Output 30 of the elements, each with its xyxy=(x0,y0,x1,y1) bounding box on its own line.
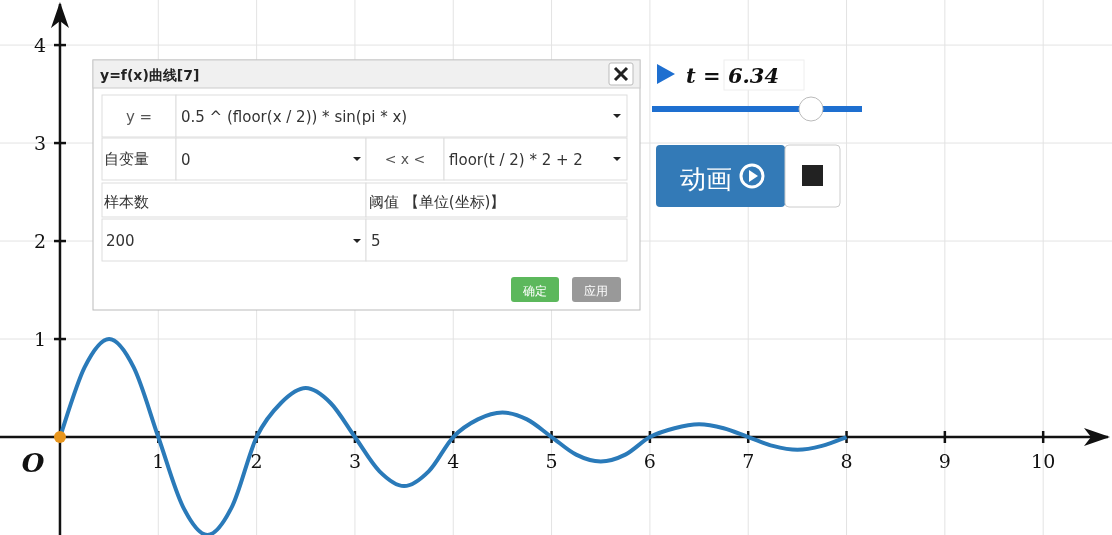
x-tick-label: 1 xyxy=(152,450,165,473)
annotation: 5 xyxy=(371,232,381,250)
annotation: 200 xyxy=(106,232,135,250)
annotation: 样本数 xyxy=(104,193,149,211)
y-tick-label: 4 xyxy=(33,34,47,57)
x-tick-label: 9 xyxy=(938,450,951,473)
annotation: 0 xyxy=(181,151,191,169)
y-tick-label: 3 xyxy=(33,132,47,155)
annotation: t = 6.34 xyxy=(686,63,780,88)
annotation: 阈值 【单位(坐标)】 xyxy=(369,193,506,211)
annotation: < x < xyxy=(384,151,426,167)
y-tick-label: 2 xyxy=(33,230,47,253)
x-tick-label: 4 xyxy=(447,450,460,473)
x-tick-label: 3 xyxy=(348,450,361,473)
annotation: O xyxy=(21,448,45,478)
x-tick-label: 10 xyxy=(1031,450,1056,473)
annotation: floor(t / 2) * 2 + 2 xyxy=(449,151,583,169)
annotation: 自变量 xyxy=(104,150,149,168)
x-tick-label: 6 xyxy=(643,450,656,473)
annotation: 0.5 ^ (floor(x / 2)) * sin(pi * x) xyxy=(181,108,408,126)
x-tick-label: 8 xyxy=(840,450,853,473)
annotation: y=f(x)曲线[7] xyxy=(100,67,200,83)
annotation: 动画 xyxy=(680,164,732,194)
y-tick-label: 1 xyxy=(33,328,47,351)
x-tick-label: 7 xyxy=(742,450,755,473)
annotation: y = xyxy=(125,108,153,126)
x-tick-label: 5 xyxy=(545,450,558,473)
annotation: 应用 xyxy=(584,284,608,298)
x-tick-label: 2 xyxy=(250,450,263,473)
annotation: 确定 xyxy=(522,284,547,298)
